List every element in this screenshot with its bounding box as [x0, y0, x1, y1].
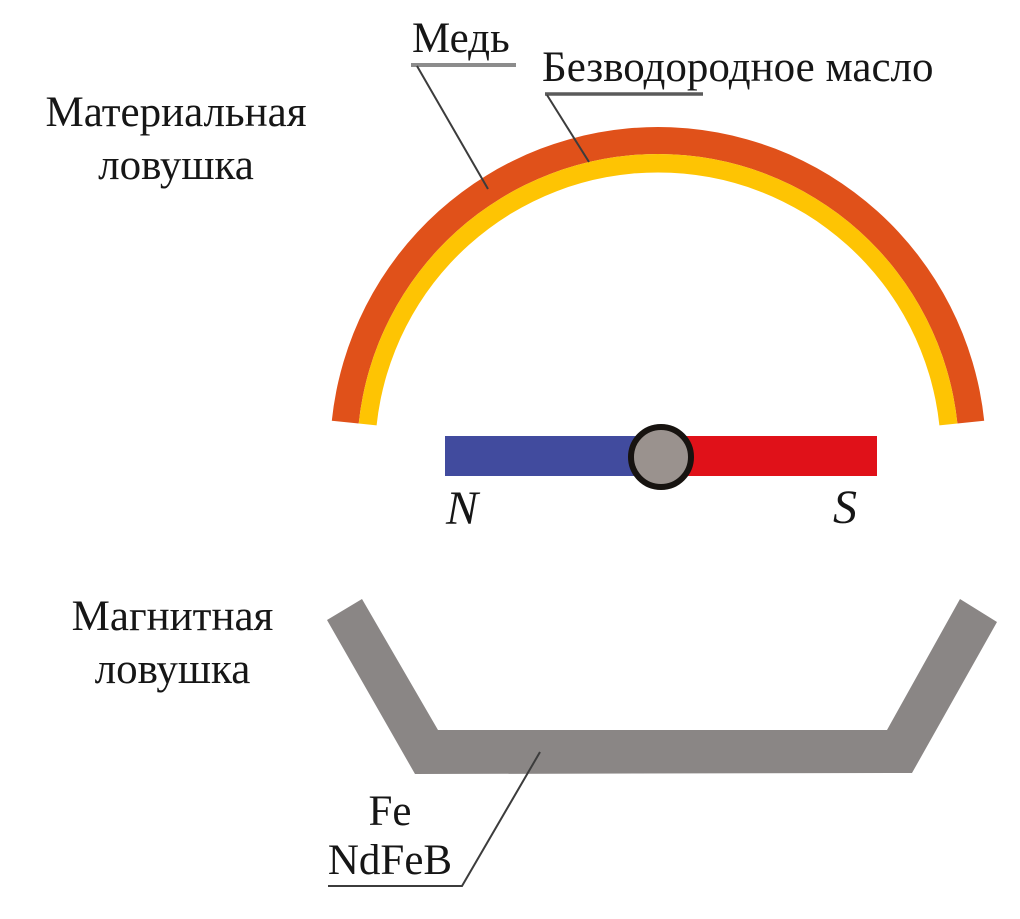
material-trap-label-line2: ловушка	[98, 142, 254, 189]
copper-leader-line	[416, 65, 489, 190]
magnetic-trap-label-line2: ловушка	[94, 646, 251, 693]
trap-material-label: Fe NdFeB	[315, 787, 465, 885]
oil-lining-arc	[358, 153, 958, 426]
magnetic-trap-trough	[327, 599, 997, 774]
magnet-south-bar	[661, 436, 877, 476]
south-pole-label: S	[833, 481, 857, 534]
magnet-north-bar	[445, 436, 661, 476]
magnetic-trap-label: Магнитная ловушка	[15, 590, 330, 696]
material-trap-label-line1: Материальная	[45, 89, 307, 136]
trap-material-leader-line	[328, 751, 541, 887]
trap-material-label-line1: Fe	[368, 788, 412, 835]
material-trap-label: Материальная ловушка	[15, 86, 337, 192]
magnetic-trap-label-line1: Магнитная	[71, 593, 274, 640]
trap-material-label-line2: NdFeB	[327, 837, 453, 884]
oil-leader-line	[546, 94, 590, 163]
north-pole-label: N	[446, 482, 479, 535]
copper-label: Медь	[412, 15, 510, 62]
oil-label: Безводородное масло	[542, 44, 934, 91]
magnet-pivot-circle	[628, 424, 694, 490]
copper-dome-arc	[331, 127, 985, 424]
